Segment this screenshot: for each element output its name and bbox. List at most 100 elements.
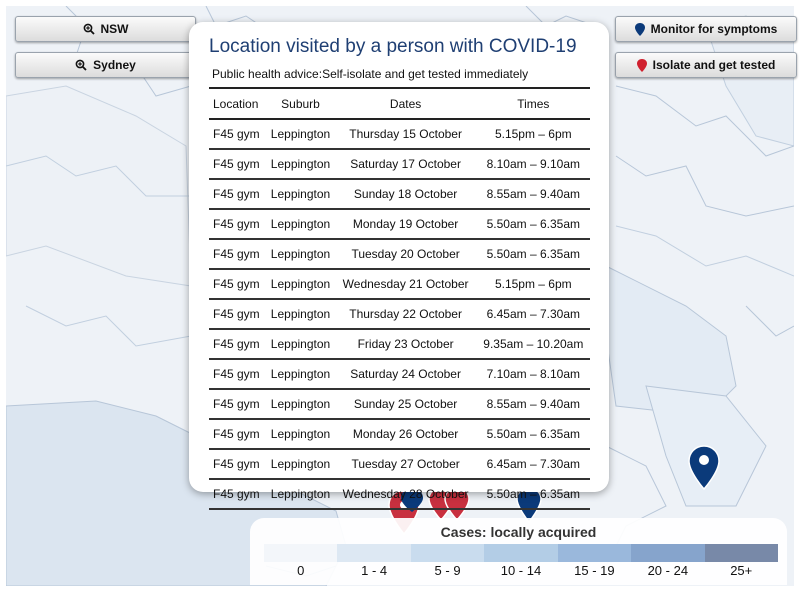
public-health-advice: Public health advice:Self-isolate and ge… <box>212 67 529 81</box>
cell-location: F45 gym <box>209 359 267 390</box>
sydney-zoom-button[interactable]: Sydney <box>15 52 196 78</box>
nsw-zoom-label: NSW <box>100 22 129 36</box>
table-row: F45 gym Leppington Wednesday 21 October 5.1… <box>209 269 590 300</box>
cell-location: F45 gym <box>209 119 267 150</box>
legend-bin-label: 5 - 9 <box>434 563 461 578</box>
isolate-and-get-tested-label: Isolate and get tested <box>652 58 776 72</box>
legend-swatch <box>484 544 558 562</box>
column-header-suburb: Suburb <box>266 87 335 120</box>
cell-time: 7.10am – 8.10am <box>476 359 590 390</box>
table-row: F45 gym Leppington Monday 26 October 5.50am… <box>209 419 590 450</box>
legend-swatch <box>337 544 411 562</box>
legend-bin-label: 25+ <box>730 563 753 578</box>
cell-suburb: Leppington <box>266 239 335 270</box>
cell-location: F45 gym <box>209 209 267 240</box>
legend-labels: 0 1 - 4 5 - 9 10 - 14 15 - 19 20 - 24 25+ <box>264 563 778 578</box>
cell-location: F45 gym <box>209 149 267 180</box>
cell-time: 5.50am – 6.35am <box>476 239 590 270</box>
cell-date: Monday 26 October <box>334 419 477 450</box>
cell-date: Tuesday 27 October <box>334 449 477 480</box>
table-row: F45 gym Leppington Sunday 18 October 8.55am… <box>209 179 590 210</box>
cell-date: Thursday 22 October <box>334 299 477 330</box>
location-popup: Location visited by a person with COVID-… <box>189 22 609 510</box>
cell-location: F45 gym <box>209 479 267 510</box>
cell-time: 6.45am – 7.30am <box>476 299 590 330</box>
cell-time: 5.50am – 6.35am <box>476 209 590 240</box>
cell-suburb: Leppington <box>266 479 335 510</box>
table-row: F45 gym Leppington Thursday 15 October 5.15… <box>209 119 590 150</box>
table-body: F45 gym Leppington Thursday 15 October 5.15… <box>209 119 590 510</box>
table-row: F45 gym Leppington Tuesday 20 October 5.50a… <box>209 239 590 270</box>
cell-suburb: Leppington <box>266 449 335 480</box>
monitor-marker-icon[interactable] <box>686 444 722 492</box>
cell-suburb: Leppington <box>266 209 335 240</box>
cell-location: F45 gym <box>209 389 267 420</box>
map-pin-red-icon <box>636 58 647 72</box>
cell-suburb: Leppington <box>266 389 335 420</box>
legend-bin-label: 0 <box>297 563 305 578</box>
cell-date: Monday 19 October <box>334 209 477 240</box>
legend-swatch <box>264 544 338 562</box>
cell-date: Saturday 24 October <box>334 359 477 390</box>
legend-swatch <box>704 544 778 562</box>
legend-bin-label: 15 - 19 <box>574 563 615 578</box>
table-row: F45 gym Leppington Saturday 24 October 7.10… <box>209 359 590 390</box>
cell-date: Sunday 25 October <box>334 389 477 420</box>
column-header-location: Location <box>209 87 267 120</box>
cell-date: Tuesday 20 October <box>334 239 477 270</box>
cell-location: F45 gym <box>209 179 267 210</box>
legend-color-bins <box>264 544 778 562</box>
cell-time: 8.55am – 9.40am <box>476 389 590 420</box>
table-row: F45 gym Leppington Friday 23 October 9.35am… <box>209 329 590 360</box>
table-row: F45 gym Leppington Sunday 25 October 8.55am… <box>209 389 590 420</box>
nsw-zoom-button[interactable]: NSW <box>15 16 196 42</box>
locations-table: Location Suburb Dates Times F45 gym Leppi… <box>209 87 590 510</box>
table-row: F45 gym Leppington Thursday 22 October 6.45… <box>209 299 590 330</box>
map-pin-navy-icon <box>634 22 645 36</box>
cell-time: 5.50am – 6.35am <box>476 479 590 510</box>
column-header-dates: Dates <box>334 87 477 120</box>
cell-suburb: Leppington <box>266 419 335 450</box>
table-row: F45 gym Leppington Tuesday 27 October 6.45a… <box>209 449 590 480</box>
cell-location: F45 gym <box>209 239 267 270</box>
isolate-and-get-tested-button[interactable]: Isolate and get tested <box>615 52 797 78</box>
cell-time: 8.55am – 9.40am <box>476 179 590 210</box>
cell-location: F45 gym <box>209 449 267 480</box>
cell-suburb: Leppington <box>266 269 335 300</box>
legend-bin-label: 10 - 14 <box>500 563 542 578</box>
cell-location: F45 gym <box>209 269 267 300</box>
cell-suburb: Leppington <box>266 329 335 360</box>
legend-bin-label: 20 - 24 <box>647 563 689 578</box>
cell-date: Saturday 17 October <box>334 149 477 180</box>
cell-time: 8.10am – 9.10am <box>476 149 590 180</box>
table-row: F45 gym Leppington Wednesday 28 October 5.5… <box>209 479 590 510</box>
monitor-for-symptoms-button[interactable]: Monitor for symptoms <box>615 16 797 42</box>
cell-date: Wednesday 21 October <box>334 269 477 300</box>
cell-time: 6.45am – 7.30am <box>476 449 590 480</box>
cell-date: Sunday 18 October <box>334 179 477 210</box>
cell-date: Thursday 15 October <box>334 119 477 150</box>
column-header-times: Times <box>476 87 590 120</box>
cell-date: Wednesday 28 October <box>334 479 477 510</box>
cell-suburb: Leppington <box>266 179 335 210</box>
monitor-for-symptoms-label: Monitor for symptoms <box>650 22 778 36</box>
legend-title: Cases: locally acquired <box>440 524 597 540</box>
cell-suburb: Leppington <box>266 359 335 390</box>
cell-suburb: Leppington <box>266 299 335 330</box>
cell-time: 5.15pm – 6pm <box>476 119 590 150</box>
cell-location: F45 gym <box>209 329 267 360</box>
table-row: F45 gym Leppington Saturday 17 October 8.10… <box>209 149 590 180</box>
legend-bin-label: 1 - 4 <box>361 563 388 578</box>
legend-swatch <box>631 544 705 562</box>
cell-time: 5.50am – 6.35am <box>476 419 590 450</box>
cell-location: F45 gym <box>209 299 267 330</box>
cell-location: F45 gym <box>209 419 267 450</box>
cell-suburb: Leppington <box>266 149 335 180</box>
table-row: F45 gym Leppington Monday 19 October 5.50am… <box>209 209 590 240</box>
cell-date: Friday 23 October <box>334 329 477 360</box>
cell-time: 9.35am – 10.20am <box>476 329 590 360</box>
sydney-zoom-label: Sydney <box>93 58 136 72</box>
cell-time: 5.15pm – 6pm <box>476 269 590 300</box>
zoom-in-icon <box>83 23 95 35</box>
table-header-row: Location Suburb Dates Times <box>209 87 590 120</box>
